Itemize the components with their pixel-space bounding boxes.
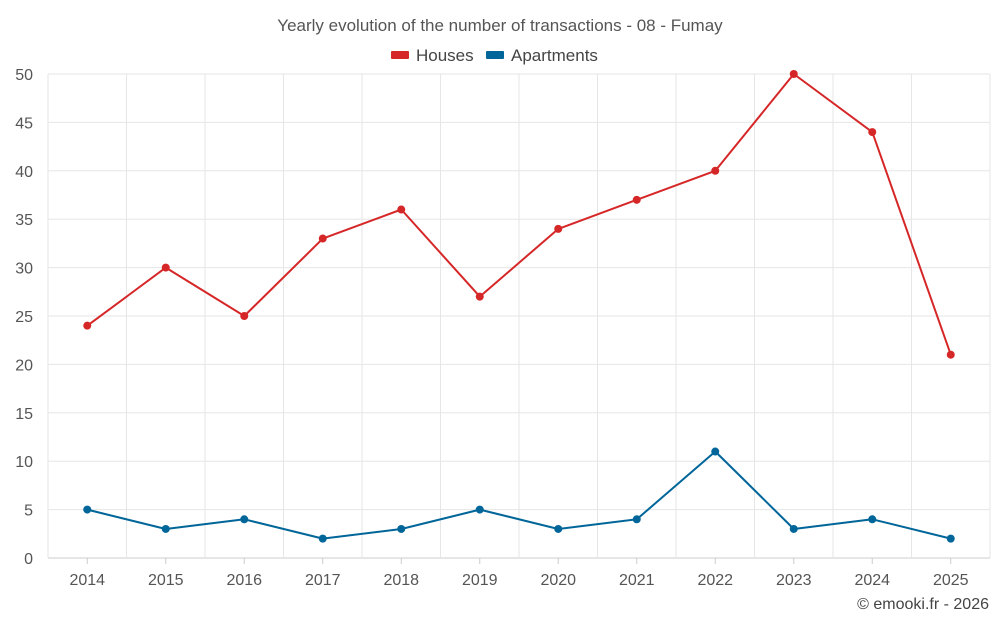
y-tick-label: 25 [15,309,33,326]
x-tick-label: 2024 [854,572,890,589]
data-point-apartments[interactable] [240,515,249,524]
x-tick-label: 2022 [697,572,733,589]
x-tick-label: 2019 [462,572,498,589]
data-point-houses[interactable] [632,195,641,204]
series-line-houses [86,73,952,356]
series-line-apartments [87,450,952,540]
y-tick-label: 5 [24,503,33,520]
x-tick-label: 2025 [933,572,969,589]
legend-label-houses: Houses [416,46,474,65]
data-point-apartments[interactable] [318,534,327,543]
data-point-apartments[interactable] [789,524,798,533]
y-tick-label: 20 [15,357,33,374]
data-point-houses[interactable] [789,70,798,78]
y-axis: 0 5 10 15 20 25 30 35 40 45 50 [15,67,33,568]
data-point-houses[interactable] [161,263,170,272]
data-point-houses[interactable] [554,224,563,233]
x-tick-label: 2018 [383,572,419,589]
legend-item-houses[interactable]: Houses [391,46,474,65]
data-point-apartments[interactable] [397,524,406,533]
credit-text: © emooki.fr - 2026 [857,596,989,613]
chart-title: Yearly evolution of the number of transa… [277,16,723,35]
legend-swatch-apartments [486,51,504,59]
y-tick-label: 30 [15,261,33,278]
x-tick-label: 2020 [540,572,576,589]
data-point-houses[interactable] [83,321,92,330]
data-point-houses[interactable] [946,350,955,359]
legend: Houses Apartments [391,46,598,65]
y-tick-label: 35 [15,212,33,229]
legend-item-apartments[interactable]: Apartments [486,46,598,65]
y-tick-label: 40 [15,164,33,181]
legend-swatch-houses [391,51,409,59]
y-tick-label: 15 [15,406,33,423]
data-point-apartments[interactable] [868,515,877,524]
x-tick-label: 2015 [148,572,184,589]
data-point-apartments[interactable] [711,447,720,456]
x-tick-label: 2023 [776,572,812,589]
data-point-apartments[interactable] [946,534,955,543]
data-point-houses[interactable] [240,312,249,320]
y-tick-label: 10 [15,454,33,471]
grid [47,73,991,559]
data-point-houses[interactable] [475,292,484,301]
x-tick-label: 2017 [305,572,341,589]
data-point-houses[interactable] [397,205,406,214]
data-point-apartments[interactable] [83,505,92,514]
data-point-houses[interactable] [711,166,720,175]
data-point-apartments[interactable] [632,515,641,524]
x-tick-label: 2014 [69,572,105,589]
legend-label-apartments: Apartments [511,46,598,65]
x-axis: 2014 2015 2016 2017 2018 2019 2020 2021 2022 2023… [69,558,969,589]
data-point-apartments[interactable] [475,505,484,514]
data-point-houses[interactable] [868,128,877,137]
x-tick-label: 2016 [226,572,262,589]
data-point-houses[interactable] [318,234,327,243]
x-tick-label: 2021 [619,572,655,589]
series [83,70,955,543]
y-tick-label: 45 [15,115,33,132]
y-tick-label: 50 [15,67,33,84]
y-tick-label: 0 [24,551,33,568]
data-point-apartments[interactable] [554,524,563,533]
data-point-apartments[interactable] [161,524,170,533]
